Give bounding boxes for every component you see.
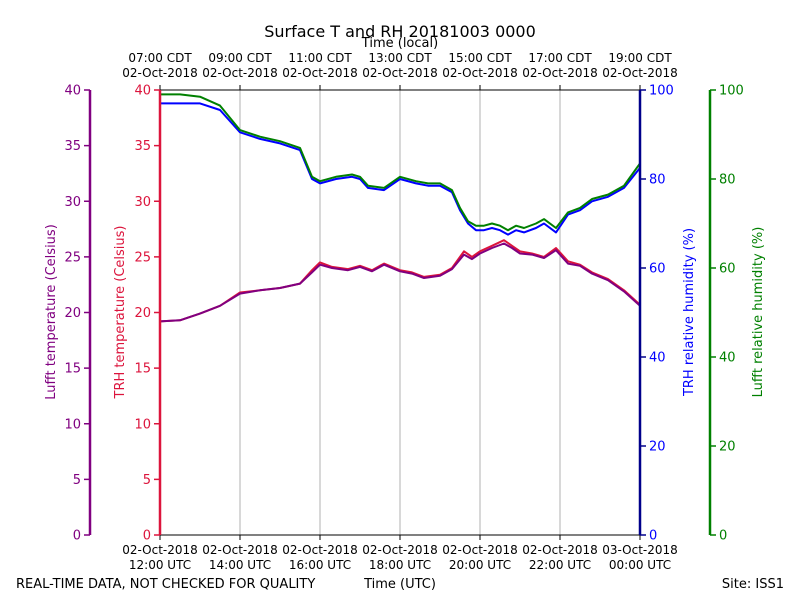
- trh-temp-axis-label: TRH temperature (Celsius): [113, 226, 128, 400]
- top-tick-date: 02-Oct-2018: [202, 66, 278, 80]
- axis-tick-label: 10: [64, 417, 81, 432]
- axis-tick-label: 25: [64, 250, 81, 265]
- axis-tick-label: 20: [64, 306, 81, 321]
- top-tick-date: 02-Oct-2018: [602, 66, 678, 80]
- axis-tick-label: 40: [134, 84, 151, 99]
- x-tick-date: 03-Oct-2018: [602, 543, 678, 557]
- x-tick-date: 02-Oct-2018: [122, 543, 198, 557]
- top-tick-time: 13:00 CDT: [368, 51, 432, 65]
- x-tick-date: 02-Oct-2018: [522, 543, 598, 557]
- axis-tick-label: 30: [64, 195, 81, 210]
- series-line-lufft-rh: [160, 93, 641, 232]
- axis-tick-label: 35: [134, 139, 151, 154]
- plot-series: [159, 93, 641, 323]
- top-tick-time: 07:00 CDT: [128, 51, 192, 65]
- axis-tick-label: 35: [64, 139, 81, 154]
- x-tick-time: 20:00 UTC: [449, 558, 511, 572]
- x-tick-time: 18:00 UTC: [369, 558, 431, 572]
- axis-tick-label: 60: [719, 262, 736, 277]
- trh-temperature-axis: 0 5 10 15 20 25 30 35 40: [134, 84, 162, 544]
- axis-tick-label: 40: [719, 351, 736, 366]
- lufft-humidity-axis: 0 20 40 60 80 100: [708, 84, 744, 544]
- site-label: Site: ISS1: [722, 577, 784, 592]
- x-tick-time: 12:00 UTC: [129, 558, 191, 572]
- lufft-rh-axis-label: Lufft relative humidity (%): [751, 227, 766, 398]
- x-tick-time: 16:00 UTC: [289, 558, 351, 572]
- axis-tick-label: 0: [73, 529, 81, 544]
- axis-tick-label: 100: [649, 84, 674, 99]
- top-tick-date: 02-Oct-2018: [522, 66, 598, 80]
- axis-tick-label: 80: [719, 173, 736, 188]
- x-tick-time: 00:00 UTC: [609, 558, 671, 572]
- axis-tick-label: 20: [719, 440, 736, 455]
- bottom-axis-label: Time (UTC): [363, 577, 436, 592]
- top-tick-date: 02-Oct-2018: [282, 66, 358, 80]
- series-line-lufft-temp: [159, 242, 641, 323]
- top-tick-date: 02-Oct-2018: [122, 66, 198, 80]
- axis-tick-label: 0: [719, 529, 727, 544]
- top-tick-time: 19:00 CDT: [608, 51, 672, 65]
- axis-tick-label: 40: [649, 351, 666, 366]
- axis-tick-label: 20: [649, 440, 666, 455]
- axis-tick-label: 25: [134, 250, 151, 265]
- axis-tick-label: 0: [649, 529, 657, 544]
- axis-tick-label: 80: [649, 173, 666, 188]
- axis-tick-label: 60: [649, 262, 666, 277]
- quality-note: REAL-TIME DATA, NOT CHECKED FOR QUALITY: [16, 577, 315, 592]
- axis-tick-label: 0: [143, 529, 151, 544]
- x-tick-time: 22:00 UTC: [529, 558, 591, 572]
- x-tick-date: 02-Oct-2018: [202, 543, 278, 557]
- x-tick-time: 14:00 UTC: [209, 558, 271, 572]
- top-tick-time: 17:00 CDT: [528, 51, 592, 65]
- x-tick-date: 02-Oct-2018: [362, 543, 438, 557]
- x-tick-date: 02-Oct-2018: [282, 543, 358, 557]
- axis-tick-label: 15: [134, 362, 151, 377]
- axis-tick-label: 15: [64, 362, 81, 377]
- chart-title: Surface T and RH 20181003 0000: [264, 22, 536, 41]
- x-tick-date: 02-Oct-2018: [442, 543, 518, 557]
- lufft-temp-axis-label: Lufft temperature (Celsius): [44, 224, 59, 400]
- axis-tick-label: 5: [143, 473, 151, 488]
- top-tick-time: 15:00 CDT: [448, 51, 512, 65]
- trh-humidity-axis: 0 20 40 60 80 100: [638, 84, 674, 544]
- axis-tick-label: 100: [719, 84, 744, 99]
- top-tick-date: 02-Oct-2018: [362, 66, 438, 80]
- series-line-trh-rh: [160, 102, 641, 236]
- lufft-temperature-axis: 0 5 10 15 20 25 30 35 40: [64, 84, 92, 544]
- axis-tick-label: 30: [134, 195, 151, 210]
- top-tick-time: 11:00 CDT: [288, 51, 352, 65]
- axis-tick-label: 40: [64, 84, 81, 99]
- top-tick-time: 09:00 CDT: [208, 51, 272, 65]
- vertical-gridlines: [239, 90, 561, 535]
- trh-rh-axis-label: TRH relative humidity (%): [682, 228, 697, 397]
- axis-tick-label: 5: [73, 473, 81, 488]
- top-tick-date: 02-Oct-2018: [442, 66, 518, 80]
- top-axis-label: Time (local): [361, 36, 438, 51]
- axis-tick-label: 10: [134, 417, 151, 432]
- axis-tick-label: 20: [134, 306, 151, 321]
